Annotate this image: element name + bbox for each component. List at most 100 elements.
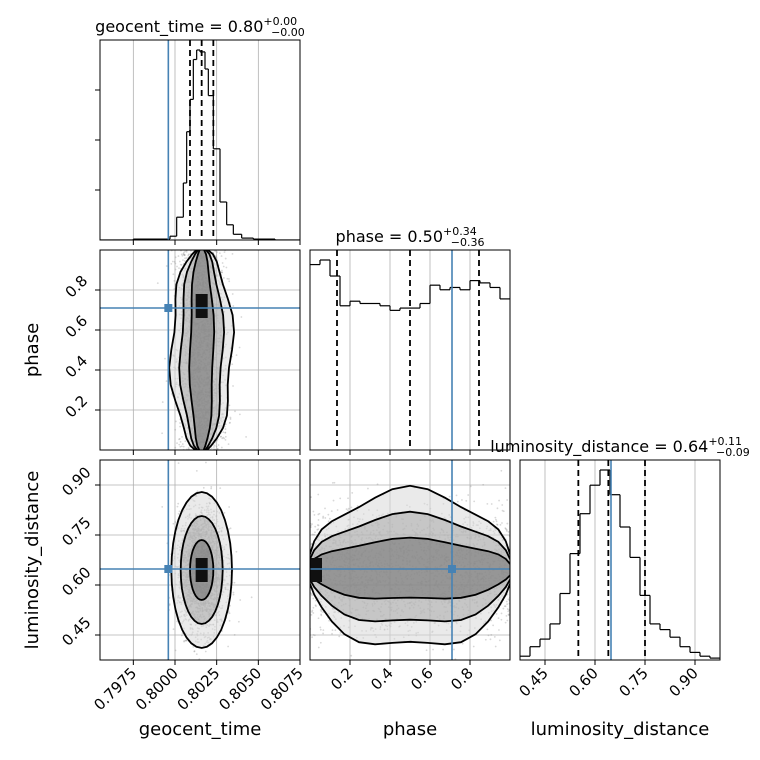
sample-point bbox=[161, 505, 164, 508]
sample-point bbox=[216, 251, 218, 253]
sample-point bbox=[210, 487, 213, 490]
sample-point bbox=[168, 603, 171, 606]
sample-point bbox=[312, 510, 315, 513]
sample-point bbox=[486, 628, 489, 631]
sample-point bbox=[213, 444, 216, 447]
sample-point bbox=[238, 413, 241, 416]
sample-point bbox=[179, 445, 182, 448]
sample-point bbox=[178, 267, 180, 270]
sample-point bbox=[232, 305, 235, 307]
sample-point bbox=[217, 444, 220, 446]
title-plus: +0.00 bbox=[263, 15, 297, 28]
sample-point bbox=[221, 262, 224, 264]
sample-point bbox=[176, 505, 179, 508]
sample-point bbox=[229, 604, 231, 607]
sample-point bbox=[319, 609, 322, 611]
sample-point bbox=[182, 251, 185, 254]
density-fill bbox=[189, 250, 215, 450]
density-layer bbox=[310, 469, 510, 660]
contour-line bbox=[189, 539, 215, 601]
sample-point bbox=[161, 401, 164, 403]
sample-point bbox=[183, 639, 186, 642]
sample-point bbox=[171, 260, 174, 263]
axes-frame bbox=[309, 249, 511, 451]
sample-point bbox=[161, 432, 164, 435]
sample-point bbox=[177, 512, 180, 515]
sample-point bbox=[490, 503, 493, 505]
contour-line bbox=[179, 515, 224, 625]
sample-point bbox=[181, 443, 184, 445]
sample-point bbox=[175, 420, 177, 423]
sample-point bbox=[319, 628, 322, 631]
hist-panel-geocent_time: geocent_time = 0.80+0.00 −0.00 bbox=[95, 15, 305, 245]
title-minus: −0.09 bbox=[716, 446, 750, 459]
sample-point bbox=[195, 653, 198, 656]
sample-point bbox=[224, 428, 227, 430]
contour-line bbox=[168, 250, 236, 450]
sample-point bbox=[228, 280, 231, 283]
density-core bbox=[195, 294, 208, 318]
sample-point bbox=[174, 256, 177, 259]
sample-point bbox=[185, 250, 188, 253]
sample-point bbox=[232, 591, 235, 594]
sample-point bbox=[173, 288, 176, 290]
sample-point bbox=[487, 634, 490, 637]
sample-point bbox=[224, 438, 227, 441]
panel-title-phase: phase = 0.50+0.34 −0.36 bbox=[336, 225, 485, 249]
sample-point bbox=[184, 640, 187, 642]
sample-point bbox=[231, 293, 234, 295]
axes-frame bbox=[99, 249, 301, 451]
sample-point bbox=[165, 380, 168, 383]
sample-point bbox=[216, 448, 219, 450]
sample-point bbox=[227, 443, 230, 446]
axes-frame bbox=[519, 459, 721, 661]
sample-point bbox=[229, 421, 231, 424]
sample-point bbox=[224, 435, 227, 438]
sample-point bbox=[221, 271, 224, 274]
sample-point bbox=[250, 596, 253, 599]
sample-point bbox=[202, 661, 204, 663]
sample-point bbox=[222, 431, 225, 434]
sample-point bbox=[183, 254, 186, 257]
sample-point bbox=[220, 255, 223, 257]
sample-point bbox=[205, 461, 207, 464]
sample-point bbox=[178, 510, 181, 513]
sample-point bbox=[156, 282, 159, 285]
sample-point bbox=[223, 251, 226, 254]
sample-point bbox=[184, 257, 186, 260]
sample-point bbox=[215, 257, 218, 259]
injection-marker bbox=[164, 565, 173, 573]
sample-point bbox=[316, 528, 319, 531]
sample-point bbox=[228, 612, 231, 615]
sample-point bbox=[172, 628, 175, 631]
sample-point bbox=[311, 609, 314, 612]
sample-point bbox=[219, 487, 222, 490]
sample-point bbox=[238, 346, 241, 349]
sample-point bbox=[310, 543, 313, 546]
axes-frame bbox=[99, 39, 301, 241]
sample-point bbox=[492, 520, 495, 523]
hist-bars bbox=[310, 259, 510, 311]
sample-point bbox=[177, 502, 180, 505]
sample-point bbox=[232, 385, 234, 387]
sample-point bbox=[224, 431, 227, 434]
title-plus: +0.11 bbox=[708, 435, 742, 448]
sample-point bbox=[177, 462, 180, 464]
sample-point bbox=[231, 252, 234, 255]
sample-point bbox=[178, 438, 180, 441]
sample-point bbox=[223, 437, 226, 440]
sample-point bbox=[180, 264, 183, 266]
sample-point bbox=[222, 277, 225, 279]
density-panel-geocent_time-phase bbox=[95, 249, 301, 455]
sample-point bbox=[183, 253, 186, 256]
sample-point bbox=[170, 262, 173, 265]
sample-point bbox=[176, 620, 179, 623]
hist-panel-phase: phase = 0.50+0.34 −0.36 bbox=[309, 225, 511, 455]
sample-point bbox=[182, 259, 184, 262]
sample-point bbox=[233, 633, 236, 636]
sample-point bbox=[213, 446, 215, 448]
density-layer bbox=[161, 461, 253, 663]
sample-point bbox=[490, 633, 493, 636]
sample-point bbox=[227, 645, 230, 648]
